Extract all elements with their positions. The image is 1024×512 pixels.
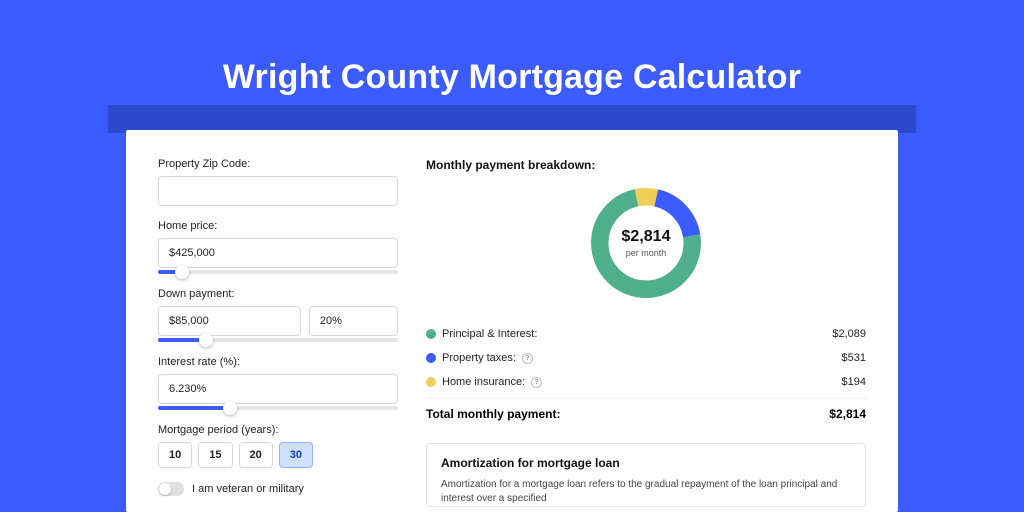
donut-chart: $2,814 per month: [585, 182, 707, 304]
interest-rate-input[interactable]: [158, 374, 398, 404]
legend-dot-principal_interest: [426, 329, 436, 339]
home-price-slider[interactable]: [158, 270, 398, 274]
legend-label-principal_interest: Principal & Interest:: [442, 328, 537, 340]
breakdown-title: Monthly payment breakdown:: [426, 158, 866, 172]
legend-row-property_taxes: Property taxes:? $531: [426, 346, 866, 370]
period-button-30[interactable]: 30: [279, 442, 313, 468]
down-payment-slider[interactable]: [158, 338, 398, 342]
info-icon[interactable]: ?: [522, 353, 533, 364]
down-payment-input[interactable]: [158, 306, 301, 336]
total-value: $2,814: [829, 407, 866, 421]
legend-row-principal_interest: Principal & Interest: $2,089: [426, 322, 866, 346]
interest-rate-field: Interest rate (%):: [158, 356, 398, 410]
interest-rate-label: Interest rate (%):: [158, 356, 398, 368]
zip-field: Property Zip Code:: [158, 158, 398, 206]
calculator-card: Property Zip Code: Home price: Down paym…: [126, 130, 898, 512]
period-button-10[interactable]: 10: [158, 442, 192, 468]
inputs-column: Property Zip Code: Home price: Down paym…: [158, 158, 398, 512]
toggle-knob: [159, 483, 171, 495]
hero-background: Wright County Mortgage Calculator Proper…: [0, 0, 1024, 512]
down-payment-label: Down payment:: [158, 288, 398, 300]
mortgage-period-label: Mortgage period (years):: [158, 424, 398, 436]
donut-chart-wrap: $2,814 per month: [426, 182, 866, 304]
amortization-text: Amortization for a mortgage loan refers …: [441, 478, 851, 506]
donut-center-amount: $2,814: [622, 228, 671, 246]
amortization-card: Amortization for mortgage loan Amortizat…: [426, 443, 866, 507]
total-row: Total monthly payment: $2,814: [426, 398, 866, 429]
down-payment-field: Down payment:: [158, 288, 398, 342]
veteran-row: I am veteran or military: [158, 482, 398, 496]
period-button-20[interactable]: 20: [239, 442, 273, 468]
legend-dot-home_insurance: [426, 377, 436, 387]
legend-row-home_insurance: Home insurance:? $194: [426, 370, 866, 394]
period-button-15[interactable]: 15: [198, 442, 232, 468]
legend-value-property_taxes: $531: [842, 352, 866, 364]
home-price-field: Home price:: [158, 220, 398, 274]
down-payment-percent-input[interactable]: [309, 306, 398, 336]
legend-value-principal_interest: $2,089: [832, 328, 866, 340]
info-icon[interactable]: ?: [531, 377, 542, 388]
zip-input[interactable]: [158, 176, 398, 206]
amortization-title: Amortization for mortgage loan: [441, 456, 851, 470]
card-shadow-band: [108, 105, 916, 133]
interest-rate-slider[interactable]: [158, 406, 398, 410]
zip-label: Property Zip Code:: [158, 158, 398, 170]
home-price-input[interactable]: [158, 238, 398, 268]
page-title: Wright County Mortgage Calculator: [0, 58, 1024, 97]
legend-label-home_insurance: Home insurance:: [442, 376, 525, 388]
mortgage-period-field: Mortgage period (years): 1015 2030: [158, 424, 398, 468]
legend-value-home_insurance: $194: [842, 376, 866, 388]
veteran-toggle[interactable]: [158, 482, 184, 496]
veteran-label: I am veteran or military: [192, 483, 304, 495]
donut-center-sub: per month: [626, 248, 667, 258]
total-label: Total monthly payment:: [426, 407, 560, 421]
legend-dot-property_taxes: [426, 353, 436, 363]
home-price-label: Home price:: [158, 220, 398, 232]
breakdown-column: Monthly payment breakdown: $2,814 per mo…: [426, 158, 866, 512]
legend-label-property_taxes: Property taxes:: [442, 352, 516, 364]
